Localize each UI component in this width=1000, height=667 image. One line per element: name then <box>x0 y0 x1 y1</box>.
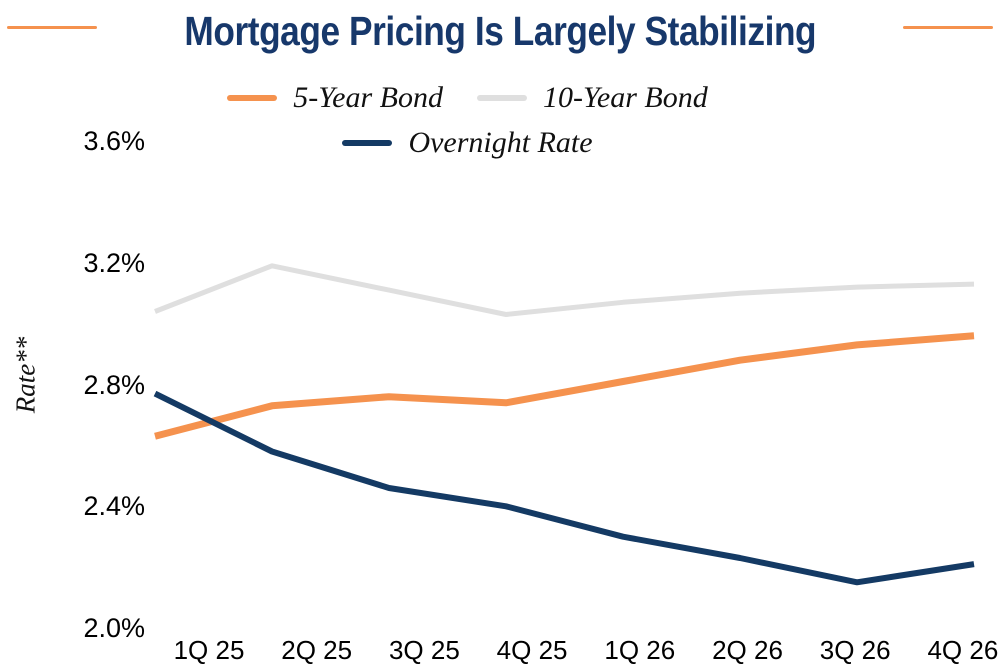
chart-title: Mortgage Pricing Is Largely Stabilizing <box>184 8 816 54</box>
x-tick-label: 1Q 26 <box>604 635 676 665</box>
legend-swatch <box>227 95 278 101</box>
legend-label: Overnight Rate <box>408 126 593 159</box>
legend-row-1: 5-Year Bond 10-Year Bond <box>0 78 935 118</box>
title-rule-right <box>903 26 993 29</box>
legend-item: 10-Year Bond <box>477 81 708 115</box>
y-tick-label: 3.6% <box>83 126 145 156</box>
y-tick-label: 2.4% <box>83 491 145 522</box>
legend-swatch <box>342 140 393 146</box>
legend-swatch <box>477 95 527 101</box>
y-tick-label: 2.8% <box>83 369 145 400</box>
x-tick-label: 3Q 25 <box>388 635 460 665</box>
ten-year-bond-line <box>154 263 975 317</box>
five-year-bond-line <box>154 332 975 440</box>
x-tick-label: 2Q 25 <box>281 635 353 665</box>
legend-row-2: Overnight Rate <box>0 123 935 163</box>
title-rule-left <box>7 26 97 29</box>
x-tick-label: 3Q 26 <box>819 635 891 665</box>
overnight-rate-line <box>153 390 975 586</box>
legend-item: Overnight Rate <box>342 126 593 160</box>
x-tick-label: 2Q 26 <box>712 635 783 665</box>
y-tick-label: 2.0% <box>83 613 145 643</box>
legend-label: 5-Year Bond <box>293 81 443 114</box>
chart-header: Mortgage Pricing Is Largely Stabilizing <box>0 8 1000 55</box>
chart-legend: 5-Year Bond 10-Year Bond Overnight Rate <box>0 78 935 163</box>
legend-label: 10-Year Bond <box>543 81 708 114</box>
legend-item: 5-Year Bond <box>227 81 443 115</box>
x-tick-label: 4Q 26 <box>927 635 999 665</box>
x-tick-label: 4Q 25 <box>496 635 568 665</box>
x-tick-label: 1Q 25 <box>173 635 245 665</box>
y-tick-label: 3.2% <box>83 247 145 278</box>
